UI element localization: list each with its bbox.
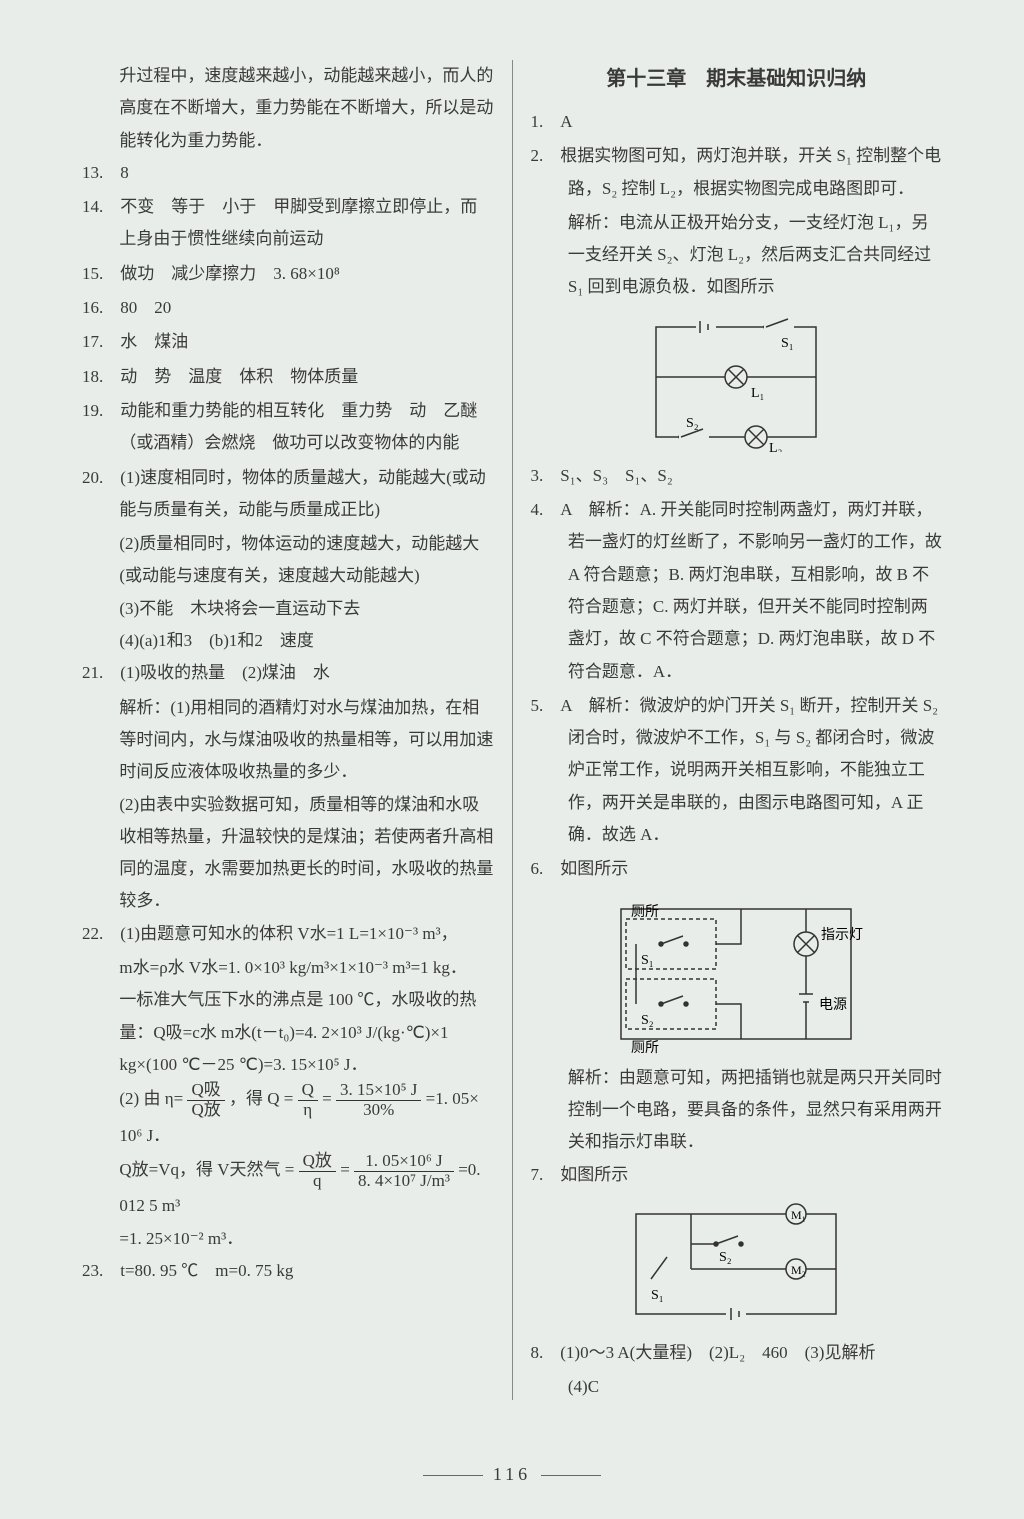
label-toilet-1: 厕所	[631, 904, 659, 920]
formula-line-2: 一标准大气压下水的沸点是 100 ℃，水吸收的热量：Q吸=c水 m水(t－t₀)…	[82, 984, 494, 1081]
frac-5: 1. 05×10⁶ J 8. 4×10⁷ J/m³	[354, 1152, 454, 1190]
label-m2: M₂	[791, 1263, 806, 1277]
answer-item: (4)(a)1和3 (b)1和2 速度	[82, 625, 494, 657]
answer-item: 8. (1)0～3 A(大量程) (2)L₂ 460 (3)见解析	[531, 1337, 943, 1369]
label-l2: L₂	[769, 441, 783, 452]
frac4-den: q	[299, 1172, 336, 1191]
tail1: =1. 05×	[426, 1089, 479, 1108]
answer-item: 解析：由题意可知，两把插销也就是两只开关同时控制一个电路，要具备的条件，显然只有…	[531, 1062, 943, 1159]
answer-item: 1. A	[531, 106, 943, 138]
answer-item: (3)不能 木块将会一直运动下去	[82, 593, 494, 625]
circuit-diagram-q7: M₁ M₂ S₂ S₁	[621, 1199, 851, 1329]
answer-item: 2. 根据实物图可知，两灯泡并联，开关 S₁ 控制整个电路，S₂ 控制 L₂，根…	[531, 140, 943, 205]
chapter-title: 第十三章 期末基础知识归纳	[531, 60, 943, 98]
circuit-diagram-q2: S₁ L₁ S₂ L₂	[636, 312, 836, 452]
answer-item: 7. 如图所示	[531, 1159, 943, 1191]
frac2-den: η	[298, 1101, 318, 1120]
label-l1: L₁	[751, 386, 764, 401]
answer-item: 18. 动 势 温度 体积 物体质量	[82, 361, 494, 393]
right-column: 第十三章 期末基础知识归纳 1. A2. 根据实物图可知，两灯泡并联，开关 S₁…	[513, 60, 955, 1400]
frac3-den: 30%	[336, 1101, 421, 1120]
answer-item: 5. A 解析：微波炉的炉门开关 S₁ 断开，控制开关 S₂ 闭合时，微波炉不工…	[531, 690, 943, 851]
answer-item: 14. 不变 等于 小于 甲脚受到摩擦立即停止，而上身由于惯性继续向前运动	[82, 191, 494, 256]
label-s2-q6: S₂	[641, 1013, 654, 1028]
line-106: 10⁶ J．	[82, 1120, 494, 1152]
answer-item: 22. (1)由题意可知水的体积 V水=1 L=1×10⁻³ m³，	[82, 918, 494, 950]
left-column: 升过程中，速度越来越小，动能越来越小，而人的高度在不断增大，重力势能在不断增大，…	[70, 60, 513, 1400]
q-line-prefix: Q放=Vq，得 V天然气 =	[119, 1160, 294, 1179]
q23: 23. t=80. 95 ℃ m=0. 75 kg	[82, 1255, 494, 1287]
frac5-num: 1. 05×10⁶ J	[354, 1152, 454, 1172]
answer-item: 13. 8	[82, 157, 494, 189]
answer-item: (4)C	[531, 1371, 943, 1403]
answer-item: 解析：(1)用相同的酒精灯对水与煤油加热，在相等时间内，水与煤油吸收的热量相等，…	[82, 692, 494, 789]
frac2-num: Q	[298, 1081, 318, 1101]
mid1: ，得 Q =	[229, 1089, 293, 1108]
answer-item: 16. 80 20	[82, 292, 494, 324]
answer-item: 升过程中，速度越来越小，动能越来越小，而人的高度在不断增大，重力势能在不断增大，…	[82, 60, 494, 157]
label-s1: S₁	[781, 336, 794, 351]
label-s2-q7: S₂	[719, 1250, 732, 1265]
q-volume-line: Q放=Vq，得 V天然气 = Q放 q = 1. 05×10⁶ J 8. 4×1…	[82, 1152, 494, 1223]
frac-4: Q放 q	[299, 1152, 336, 1190]
label-s1-q7: S₁	[651, 1288, 664, 1303]
answer-item: 19. 动能和重力势能的相互转化 重力势 动 乙醚（或酒精）会燃烧 做功可以改变…	[82, 395, 494, 460]
label-indicator: 指示灯	[821, 927, 863, 943]
answer-item: 17. 水 煤油	[82, 326, 494, 358]
answer-item: 3. S₁、S₃ S₁、S₂	[531, 460, 943, 492]
answer-item: 解析：电流从正极开始分支，一支经灯泡 L₁，另一支经开关 S₂、灯泡 L₂，然后…	[531, 207, 943, 304]
frac-2: Q η	[298, 1081, 318, 1119]
frac4-num: Q放	[299, 1152, 336, 1172]
answer-item: 21. (1)吸收的热量 (2)煤油 水	[82, 657, 494, 689]
frac1-den: Q放	[187, 1101, 224, 1120]
page-number: 116	[0, 1457, 1024, 1491]
label-s1-q6: S₁	[641, 953, 654, 968]
circuit-diagram-q6: 厕所 S₁ S₂ 厕所 指示灯 电源	[601, 894, 871, 1054]
q22-part2: (2) 由 η= Q吸 Q放 ，得 Q = Q η = 3. 15×10⁵ J …	[82, 1081, 494, 1119]
label-toilet-2: 厕所	[631, 1040, 659, 1054]
answer-item: 20. (1)速度相同时，物体的质量越大，动能越大(或动能与质量有关，动能与质量…	[82, 462, 494, 527]
frac5-den: 8. 4×10⁷ J/m³	[354, 1172, 454, 1191]
frac-1: Q吸 Q放	[187, 1081, 224, 1119]
label-s2: S₂	[686, 416, 699, 431]
label-battery: 电源	[819, 997, 847, 1013]
answer-item: 4. A 解析：A. 开关能同时控制两盏灯，两灯并联，若一盏灯的灯丝断了，不影响…	[531, 494, 943, 688]
frac-3: 3. 15×10⁵ J 30%	[336, 1081, 421, 1119]
formula-line-1: m水=ρ水 V水=1. 0×10³ kg/m³×1×10⁻³ m³=1 kg．	[82, 952, 494, 984]
frac1-num: Q吸	[187, 1081, 224, 1101]
q22-2-prefix: (2) 由	[119, 1089, 160, 1108]
answer-item: 6. 如图所示	[531, 853, 943, 885]
label-m1: M₁	[791, 1208, 806, 1222]
frac3-num: 3. 15×10⁵ J	[336, 1081, 421, 1101]
eq-sign: =	[322, 1089, 332, 1108]
answer-item: (2)由表中实验数据可知，质量相等的煤油和水吸收相等热量，升温较快的是煤油；若使…	[82, 789, 494, 918]
answer-item: (2)质量相同时，物体运动的速度越大，动能越大(或动能与速度有关，速度越大动能越…	[82, 528, 494, 593]
tail3: =1. 25×10⁻² m³．	[82, 1223, 494, 1255]
answer-item: 15. 做功 减少摩擦力 3. 68×10⁸	[82, 258, 494, 290]
